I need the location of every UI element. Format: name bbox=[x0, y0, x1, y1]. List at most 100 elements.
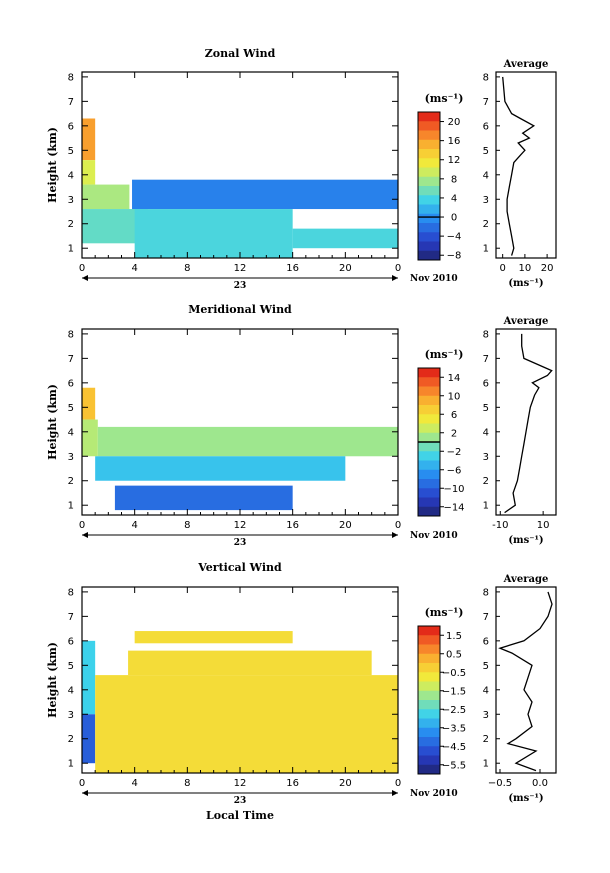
x-tick-label: 16 bbox=[286, 520, 299, 531]
y-tick-label: 3 bbox=[68, 195, 74, 206]
colorbar-tick-label: −6 bbox=[447, 465, 462, 476]
heatmap-region-2 bbox=[82, 419, 98, 457]
y-tick-label: 5 bbox=[68, 403, 74, 414]
profile-y-tick-label: 1 bbox=[483, 244, 489, 255]
y-tick-label: 4 bbox=[68, 427, 74, 438]
colorbar-tick-label: 0 bbox=[451, 213, 457, 224]
colorbar-frame bbox=[417, 111, 441, 261]
colorbar-band bbox=[418, 241, 440, 252]
profile-y-tick-label: 1 bbox=[483, 501, 489, 512]
colorbar-band bbox=[418, 746, 440, 756]
colorbar-band bbox=[418, 186, 440, 196]
x-tick-label: 20 bbox=[339, 263, 352, 274]
colorbar: 1.5 0.5 −0.5 −1.5 −2.5 −3.5 −4.5 −5.5 (ms⁻¹) bbox=[417, 606, 466, 775]
heatmap-region-3 bbox=[82, 184, 130, 210]
colorbar-band bbox=[418, 250, 440, 261]
colorbar-tick-label: 14 bbox=[448, 373, 461, 384]
y-tick-label: 8 bbox=[68, 72, 74, 83]
profile-line bbox=[502, 76, 536, 256]
y-tick-label: 4 bbox=[68, 685, 74, 696]
profile-y-tick-label: 2 bbox=[483, 734, 489, 745]
profile-line bbox=[504, 333, 553, 514]
colorbar-band bbox=[418, 204, 440, 215]
month-label: Nov 2010 bbox=[410, 531, 458, 541]
x-tick-label: 16 bbox=[286, 263, 299, 274]
panel-title: Vertical Wind bbox=[197, 561, 282, 574]
y-tick-label: 7 bbox=[68, 97, 74, 108]
heatmap-region-4 bbox=[95, 456, 346, 481]
y-tick-label: 6 bbox=[68, 121, 74, 132]
profile-y-tick-label: 8 bbox=[483, 587, 489, 598]
average-profile: Average 1 2 3 4 5 6 7 8 -10 10 (ms⁻¹) bbox=[483, 316, 557, 546]
colorbar-band bbox=[418, 377, 440, 387]
y-tick-label: 1 bbox=[68, 501, 74, 512]
y-tick-label: 4 bbox=[68, 170, 74, 181]
colorbar-band bbox=[418, 112, 440, 122]
y-axis-label: Height (km) bbox=[46, 127, 59, 203]
colorbar-tick-label: −2 bbox=[447, 447, 462, 458]
profile-title: Average bbox=[503, 59, 549, 70]
colorbar-tick-label: −2.5 bbox=[442, 705, 466, 716]
colorbar-tick-label: −14 bbox=[443, 502, 464, 513]
colorbar-band bbox=[418, 130, 440, 141]
colorbar-tick-label: 0.5 bbox=[446, 649, 462, 660]
colorbar-frame bbox=[417, 625, 441, 775]
profile-y-tick-label: 5 bbox=[483, 661, 489, 672]
profile-y-tick-label: 4 bbox=[483, 685, 489, 696]
colorbar-band bbox=[418, 488, 440, 498]
profile-y-tick-label: 2 bbox=[483, 219, 489, 230]
heatmap-region-5 bbox=[132, 179, 399, 210]
colorbar-band bbox=[418, 635, 440, 645]
colorbar-band bbox=[418, 432, 440, 443]
colorbar-band bbox=[418, 626, 440, 636]
profile-y-tick-label: 8 bbox=[483, 329, 489, 340]
colorbar-tick-label: −0.5 bbox=[442, 668, 466, 679]
date-bar-arrow-left bbox=[82, 532, 88, 538]
colorbar-band bbox=[418, 451, 440, 461]
colorbar-band bbox=[418, 414, 440, 424]
colorbar-band bbox=[418, 167, 440, 178]
date-label: 23 bbox=[234, 796, 247, 806]
colorbar-tick-label: 2 bbox=[451, 428, 457, 439]
heatmap-cells bbox=[82, 118, 399, 258]
profile-y-tick-label: 3 bbox=[483, 195, 489, 206]
colorbar-band bbox=[418, 232, 440, 242]
colorbar-band bbox=[418, 158, 440, 168]
panel-title: Meridional Wind bbox=[188, 303, 292, 316]
colorbar-unit: (ms⁻¹) bbox=[425, 606, 464, 619]
x-tick-label: 20 bbox=[339, 520, 352, 531]
colorbar-tick-label: −8 bbox=[447, 251, 462, 262]
x-tick-label: 12 bbox=[234, 778, 247, 789]
colorbar-tick-label: 10 bbox=[448, 391, 461, 402]
y-tick-label: 6 bbox=[68, 636, 74, 647]
colorbar-band bbox=[418, 506, 440, 517]
colorbar-band bbox=[418, 195, 440, 205]
y-tick-label: 7 bbox=[68, 612, 74, 623]
colorbar-band bbox=[418, 460, 440, 471]
profile-x-label: (ms⁻¹) bbox=[508, 793, 543, 804]
colorbar-band bbox=[418, 681, 440, 692]
profile-y-tick-label: 4 bbox=[483, 427, 489, 438]
profile-x-tick-label: −0.5 bbox=[488, 778, 512, 789]
colorbar-band bbox=[418, 727, 440, 738]
y-tick-label: 2 bbox=[68, 476, 74, 487]
colorbar: 14 10 6 2 −2 −6 −10 −14 (ms⁻¹) bbox=[417, 348, 465, 517]
y-tick-label: 3 bbox=[68, 452, 74, 463]
colorbar-band bbox=[418, 213, 440, 224]
colorbar-band bbox=[418, 405, 440, 415]
colorbar-band bbox=[418, 395, 440, 406]
x-tick-label: 8 bbox=[184, 263, 190, 274]
x-tick-label: 8 bbox=[184, 520, 190, 531]
heatmap-region-2 bbox=[82, 160, 96, 185]
colorbar-tick-label: 20 bbox=[448, 117, 461, 128]
heatmap-region-1 bbox=[82, 118, 96, 161]
profile-y-tick-label: 1 bbox=[483, 759, 489, 770]
date-bar-arrow-left bbox=[82, 275, 88, 281]
colorbar-tick-label: 4 bbox=[451, 193, 457, 204]
colorbar-tick-label: 1.5 bbox=[446, 631, 462, 642]
x-tick-label: 0 bbox=[395, 263, 401, 274]
colorbar-tick-label: −10 bbox=[443, 484, 464, 495]
